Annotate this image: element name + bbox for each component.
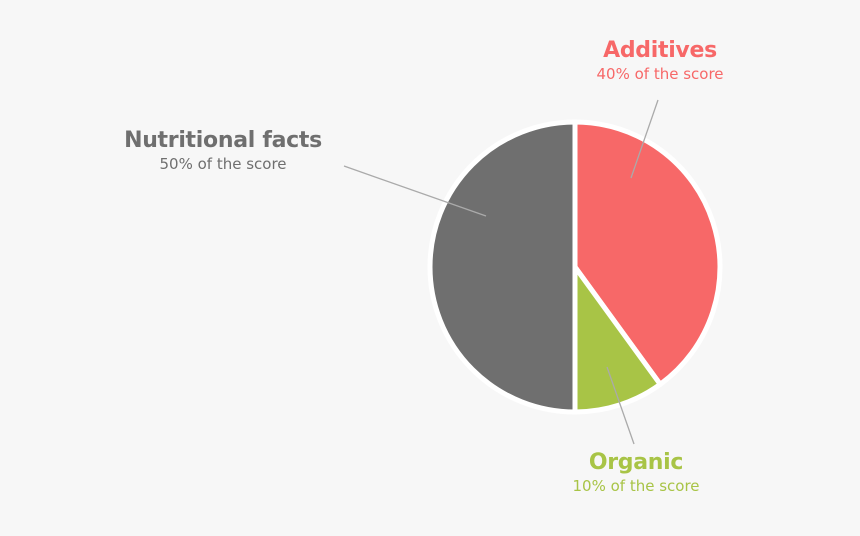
slice-name: Organic	[588, 450, 684, 475]
slice-name: Additives	[603, 38, 717, 63]
slice-percent-label: 40% of the score	[596, 65, 724, 83]
pie-slice-additives	[572, 119, 723, 387]
slice-percent-label: 10% of the score	[572, 477, 700, 495]
label-nutritional-facts: Nutritional facts 50% of the score	[112, 128, 334, 174]
label-organic: Organic 10% of the score	[536, 450, 736, 496]
label-additives: Additives 40% of the score	[560, 38, 760, 84]
slice-percent-label: 50% of the score	[159, 155, 287, 173]
leader-line-organic	[606, 366, 635, 445]
leader-line-additives	[630, 99, 659, 179]
pie-slice-nutritional-facts	[427, 119, 578, 415]
slice-name: Nutritional facts	[124, 128, 322, 153]
leader-line-nutritional-facts	[343, 165, 487, 217]
